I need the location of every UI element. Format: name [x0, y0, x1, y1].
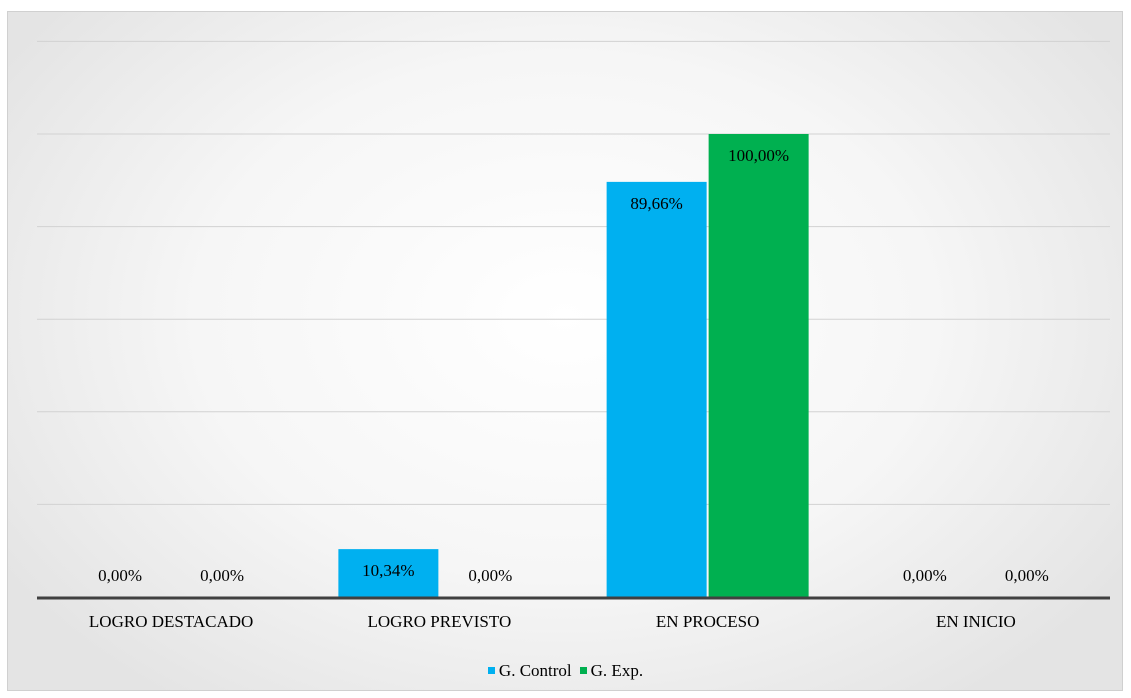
bar-control-3 [606, 181, 707, 597]
category-labels: LOGRO DESTACADO LOGRO PREVISTO EN PROCESO E… [89, 612, 1016, 631]
data-label: 100,00% [728, 146, 789, 165]
data-labels: 0,00% 0,00% 10,34% 0,00% 89,66% 100,00% 0,00% 0… [98, 146, 1049, 585]
data-label: 0,00% [200, 566, 244, 585]
legend-label: G. Control [498, 661, 572, 680]
category-label: LOGRO PREVISTO [368, 612, 512, 631]
category-label: EN PROCESO [656, 612, 759, 631]
data-label: 0,00% [1005, 566, 1049, 585]
legend-swatch [487, 667, 495, 674]
chart-area [7, 11, 1123, 691]
category-label: EN INICIO [936, 612, 1016, 631]
legend: G. Control G. Exp. [0, 661, 1131, 681]
data-label: 0,00% [903, 566, 947, 585]
gridlines [37, 40, 1110, 505]
data-label: 10,34% [362, 561, 414, 580]
legend-swatch [579, 667, 587, 674]
data-label: 0,00% [468, 566, 512, 585]
legend-item: G. Exp. [579, 661, 644, 681]
bar-control-2 [338, 549, 439, 597]
data-label: 0,00% [98, 566, 142, 585]
bar-exp-3 [708, 134, 809, 597]
legend-item: G. Control [487, 661, 572, 681]
bars [338, 134, 809, 597]
legend-label: G. Exp. [590, 661, 644, 680]
category-label: LOGRO DESTACADO [89, 612, 253, 631]
data-label: 89,66% [630, 194, 682, 213]
